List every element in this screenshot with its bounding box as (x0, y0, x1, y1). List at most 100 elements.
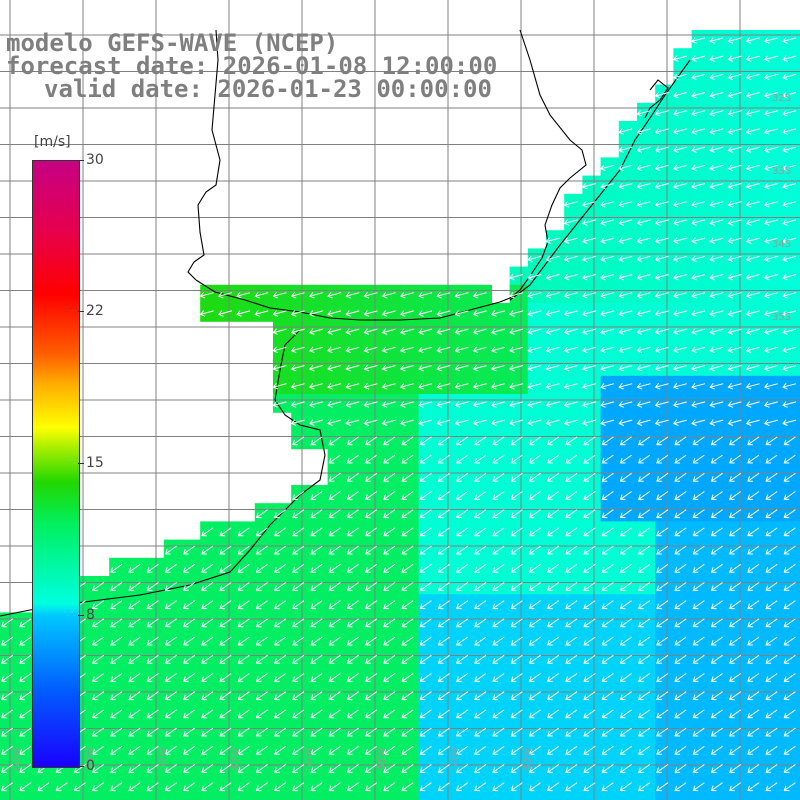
wind-arrow (782, 291, 797, 299)
wind-arrow (654, 128, 669, 135)
wind-arrow (290, 328, 305, 335)
wind-arrow (492, 745, 505, 755)
wind-arrow (619, 509, 632, 519)
wind-arrow (201, 545, 214, 555)
wind-arrow (310, 491, 323, 500)
wind-arrow (328, 618, 341, 628)
wind-arrow (128, 618, 141, 628)
wind-arrow (619, 600, 632, 610)
wind-arrow (401, 600, 414, 610)
wind-arrow (581, 200, 596, 208)
wind-arrow (691, 55, 706, 62)
wind-arrow (19, 764, 32, 773)
wind-arrow (709, 310, 724, 317)
wind-arrow (636, 382, 651, 390)
wind-arrow (656, 600, 669, 610)
wind-arrow (146, 745, 159, 755)
wind-arrow (201, 691, 214, 701)
wind-arrow (383, 563, 396, 573)
wind-arrow (636, 164, 651, 172)
wind-arrow (547, 582, 560, 591)
wind-arrow (474, 691, 487, 701)
wind-arrow (563, 291, 578, 299)
colorbar-tickmark (78, 615, 84, 616)
wind-arrow (474, 764, 487, 773)
wind-arrow (710, 709, 723, 719)
wind-speed-cell (764, 794, 784, 800)
wind-arrow (55, 782, 68, 792)
wind-arrow (419, 436, 432, 446)
wind-arrow (419, 491, 432, 500)
wind-arrow (437, 691, 450, 701)
wind-arrow (272, 382, 287, 390)
wind-arrow (164, 600, 177, 610)
wind-arrow (528, 654, 541, 664)
wind-arrow (110, 673, 123, 682)
wind-arrow (656, 582, 669, 591)
wind-arrow (672, 91, 687, 99)
wind-arrow (547, 636, 560, 646)
wind-arrow (763, 328, 778, 335)
wind-arrow (745, 146, 760, 153)
wind-arrow (237, 764, 250, 773)
wind-arrow (783, 636, 796, 646)
wind-arrow (709, 419, 724, 426)
wind-arrow (581, 346, 596, 354)
wind-arrow (219, 600, 232, 610)
wind-arrow (527, 346, 542, 354)
wind-arrow (419, 454, 432, 464)
wind-arrow (236, 291, 251, 299)
coastline-rio-de-la-plata (195, 279, 501, 321)
wind-arrow (528, 563, 541, 573)
wind-arrow (727, 364, 742, 372)
wind-arrow (747, 600, 760, 610)
wind-arrow (346, 527, 359, 537)
wind-arrow (672, 146, 687, 153)
wind-arrow (528, 691, 541, 701)
wind-arrow (747, 527, 760, 537)
wind-arrow (654, 310, 669, 317)
wind-arrow (474, 491, 487, 500)
wind-arrow (308, 291, 323, 299)
wind-arrow (474, 654, 487, 664)
longitude-label: 59W (85, 747, 96, 770)
wind-arrow (327, 364, 342, 372)
wind-arrow (656, 509, 669, 519)
wind-arrow (437, 764, 450, 773)
wind-arrow (745, 128, 760, 135)
wind-arrow (783, 509, 796, 519)
wind-arrow (328, 454, 341, 464)
wind-arrow (765, 636, 778, 646)
wind-arrow (527, 310, 542, 317)
wind-arrow (782, 128, 797, 135)
wind-arrow (292, 618, 305, 628)
wind-arrow (709, 237, 724, 244)
wind-arrow (237, 527, 250, 537)
wind-arrow (308, 310, 323, 317)
wind-arrow (492, 563, 505, 573)
wind-arrow (274, 527, 287, 537)
longitude-label: 55W (377, 747, 388, 770)
wind-arrow (292, 509, 305, 519)
wind-arrow (292, 709, 305, 719)
wind-arrow (782, 382, 797, 390)
wind-arrow (183, 582, 196, 591)
wind-arrow (345, 291, 360, 299)
wind-arrow (747, 727, 760, 737)
wind-arrow (583, 654, 596, 664)
wind-arrow (128, 764, 141, 773)
wind-arrow (310, 509, 323, 519)
wind-arrow (674, 454, 687, 464)
wind-arrow (710, 454, 723, 464)
wind-arrow (383, 691, 396, 701)
wind-arrow (545, 255, 560, 263)
wind-arrow (146, 600, 159, 610)
wind-arrow (146, 673, 159, 682)
wind-arrow (528, 673, 541, 682)
wind-arrow (783, 600, 796, 610)
wind-arrow (255, 782, 268, 792)
wind-arrow (472, 328, 487, 335)
wind-arrow (654, 328, 669, 335)
wind-arrow (618, 346, 633, 354)
wind-arrow (727, 310, 742, 317)
